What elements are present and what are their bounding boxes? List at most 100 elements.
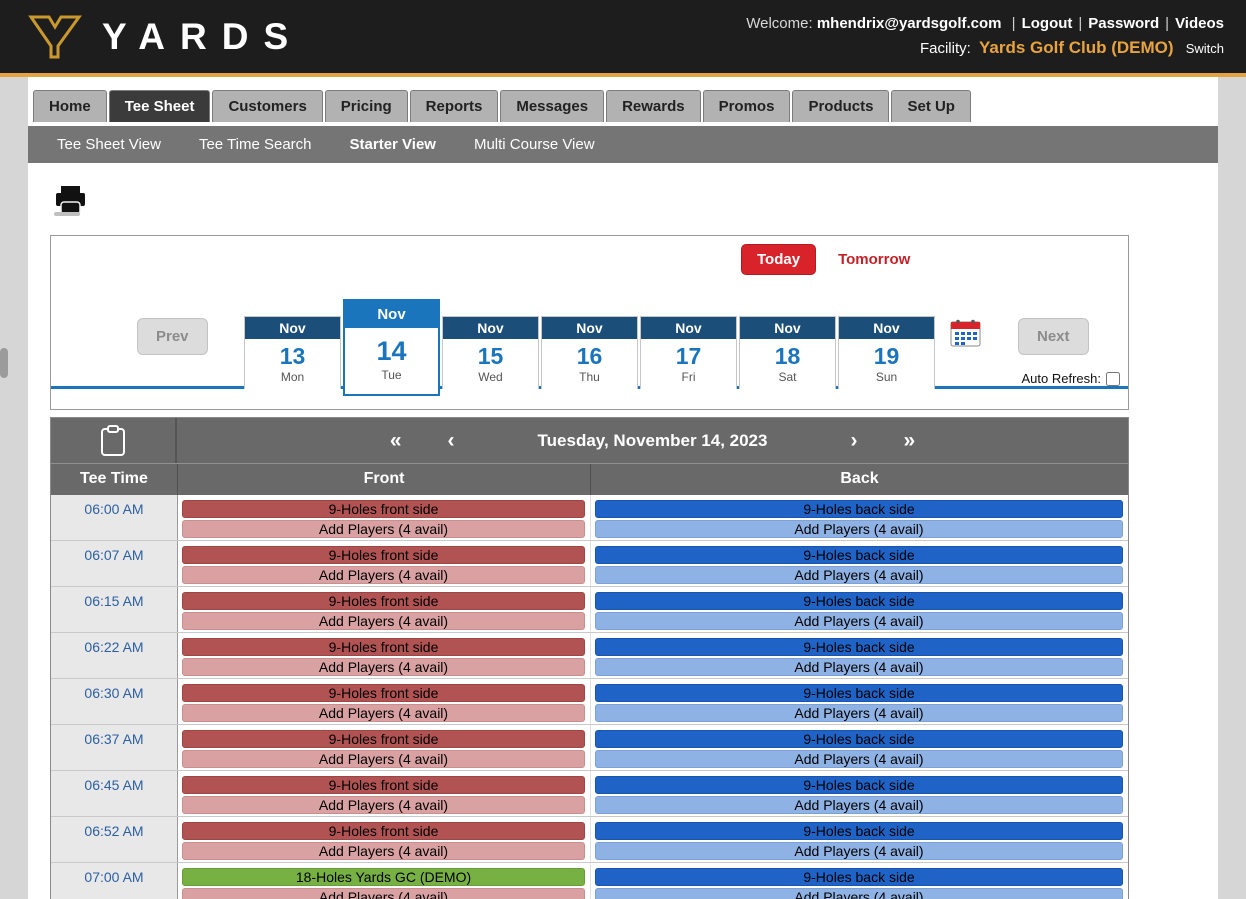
date-tab-nov-13[interactable]: Nov 13 Mon — [244, 316, 341, 389]
slot-title[interactable]: 9-Holes front side — [182, 500, 585, 518]
slot-action[interactable]: Add Players (4 avail) — [595, 658, 1123, 676]
print-button[interactable] — [53, 185, 87, 222]
slot-title[interactable]: 9-Holes front side — [182, 546, 585, 564]
back-slot: 9-Holes back side Add Players (4 avail) — [591, 633, 1128, 678]
slot-title[interactable]: 9-Holes back side — [595, 776, 1123, 794]
date-tab-nov-15[interactable]: Nov 15 Wed — [442, 316, 539, 389]
slot-title[interactable]: 9-Holes back side — [595, 684, 1123, 702]
tab-reports[interactable]: Reports — [409, 90, 499, 122]
date-tab-nov-18[interactable]: Nov 18 Sat — [739, 316, 836, 389]
slot-action[interactable]: Add Players (4 avail) — [182, 658, 585, 676]
separator: | — [1165, 15, 1170, 32]
date-tab-nov-16[interactable]: Nov 16 Thu — [541, 316, 638, 389]
last-day-arrow[interactable]: » — [903, 428, 916, 452]
slot-action[interactable]: Add Players (4 avail) — [182, 796, 585, 814]
subtab-starter-view[interactable]: Starter View — [349, 136, 436, 153]
tee-time-row: 06:22 AM 9-Holes front side Add Players … — [51, 632, 1128, 678]
auto-refresh-checkbox[interactable] — [1106, 371, 1120, 386]
facility-name: Yards Golf Club (DEMO) — [978, 38, 1174, 57]
tee-sheet-header: « ‹ Tuesday, November 14, 2023 › » — [51, 418, 1128, 463]
slot-title[interactable]: 9-Holes front side — [182, 684, 585, 702]
top-header: YARDS Welcome: mhendrix@yardsgolf.com | L… — [0, 0, 1246, 73]
auto-refresh-label: Auto Refresh: — [1021, 371, 1102, 386]
slot-action[interactable]: Add Players (4 avail) — [182, 750, 585, 768]
tee-time-row: 06:45 AM 9-Holes front side Add Players … — [51, 770, 1128, 816]
next-week-button[interactable]: Next — [1018, 318, 1089, 355]
slot-action[interactable]: Add Players (4 avail) — [182, 888, 585, 899]
slot-title[interactable]: 9-Holes back side — [595, 546, 1123, 564]
tab-messages[interactable]: Messages — [500, 90, 605, 122]
slot-action[interactable]: Add Players (4 avail) — [595, 796, 1123, 814]
slot-title[interactable]: 9-Holes back side — [595, 638, 1123, 656]
date-day: 19 — [873, 343, 900, 369]
videos-link[interactable]: Videos — [1175, 15, 1224, 32]
back-slot: 9-Holes back side Add Players (4 avail) — [591, 587, 1128, 632]
slot-action[interactable]: Add Players (4 avail) — [595, 704, 1123, 722]
tab-set-up[interactable]: Set Up — [891, 90, 971, 122]
slot-action[interactable]: Add Players (4 avail) — [595, 520, 1123, 538]
col-header-front: Front — [178, 464, 591, 495]
prev-week-button[interactable]: Prev — [137, 318, 208, 355]
tab-home[interactable]: Home — [33, 90, 107, 122]
slot-title[interactable]: 9-Holes back side — [595, 868, 1123, 886]
tab-tee-sheet[interactable]: Tee Sheet — [108, 90, 211, 122]
slot-title[interactable]: 9-Holes back side — [595, 822, 1123, 840]
slot-action[interactable]: Add Players (4 avail) — [182, 704, 585, 722]
starter-log-button[interactable] — [51, 418, 177, 463]
logout-link[interactable]: Logout — [1021, 15, 1073, 32]
first-day-arrow[interactable]: « — [389, 428, 402, 452]
slot-action[interactable]: Add Players (4 avail) — [595, 566, 1123, 584]
prev-day-arrow[interactable]: ‹ — [447, 428, 455, 452]
slot-title[interactable]: 9-Holes back side — [595, 592, 1123, 610]
slot-title[interactable]: 18-Holes Yards GC (DEMO) — [182, 868, 585, 886]
slot-title[interactable]: 9-Holes front side — [182, 730, 585, 748]
slot-title[interactable]: 9-Holes back side — [595, 500, 1123, 518]
column-headers: Tee Time Front Back — [51, 463, 1128, 495]
slot-title[interactable]: 9-Holes front side — [182, 638, 585, 656]
date-tab-nov-14[interactable]: Nov 14 Tue — [343, 299, 440, 396]
slot-action[interactable]: Add Players (4 avail) — [182, 612, 585, 630]
tab-pricing[interactable]: Pricing — [324, 90, 408, 122]
tab-customers[interactable]: Customers — [212, 90, 323, 122]
subtab-tee-time-search[interactable]: Tee Time Search — [198, 136, 312, 153]
date-month: Nov — [740, 317, 835, 339]
tee-time-label: 06:07 AM — [51, 541, 178, 586]
front-slot: 9-Holes front side Add Players (4 avail) — [178, 495, 591, 540]
slot-title[interactable]: 9-Holes front side — [182, 822, 585, 840]
calendar-icon — [950, 319, 981, 347]
next-day-arrow[interactable]: › — [850, 428, 858, 452]
password-link[interactable]: Password — [1088, 15, 1160, 32]
subtab-multi-course-view[interactable]: Multi Course View — [473, 136, 595, 153]
auto-refresh-control: Auto Refresh: — [1021, 371, 1120, 386]
date-tab-nov-19[interactable]: Nov 19 Sun — [838, 316, 935, 389]
tab-promos[interactable]: Promos — [702, 90, 791, 122]
date-tab-nov-17[interactable]: Nov 17 Fri — [640, 316, 737, 389]
switch-facility-link[interactable]: Switch — [1185, 41, 1224, 56]
tab-products[interactable]: Products — [792, 90, 890, 122]
slot-action[interactable]: Add Players (4 avail) — [595, 842, 1123, 860]
slot-action[interactable]: Add Players (4 avail) — [595, 612, 1123, 630]
calendar-picker-button[interactable] — [950, 318, 981, 352]
col-header-tee-time: Tee Time — [51, 464, 178, 495]
tee-time-row: 06:15 AM 9-Holes front side Add Players … — [51, 586, 1128, 632]
slot-action[interactable]: Add Players (4 avail) — [182, 520, 585, 538]
slot-action[interactable]: Add Players (4 avail) — [182, 842, 585, 860]
tab-rewards[interactable]: Rewards — [606, 90, 701, 122]
facility-label: Facility: — [919, 40, 971, 57]
slot-action[interactable]: Add Players (4 avail) — [182, 566, 585, 584]
slot-title[interactable]: 9-Holes front side — [182, 776, 585, 794]
scrollbar-thumb[interactable] — [0, 348, 8, 378]
date-day: 13 — [279, 343, 306, 369]
user-email: mhendrix@yardsgolf.com — [816, 15, 1002, 32]
date-day: 14 — [376, 336, 407, 366]
slot-title[interactable]: 9-Holes front side — [182, 592, 585, 610]
slot-title[interactable]: 9-Holes back side — [595, 730, 1123, 748]
today-button[interactable]: Today — [741, 244, 817, 275]
slot-action[interactable]: Add Players (4 avail) — [595, 888, 1123, 899]
brand-logo: YARDS — [26, 13, 303, 61]
tomorrow-link[interactable]: Tomorrow — [838, 251, 911, 268]
slot-action[interactable]: Add Players (4 avail) — [595, 750, 1123, 768]
date-month: Nov — [641, 317, 736, 339]
subtab-tee-sheet-view[interactable]: Tee Sheet View — [57, 136, 161, 153]
yards-logo-icon — [28, 15, 82, 58]
